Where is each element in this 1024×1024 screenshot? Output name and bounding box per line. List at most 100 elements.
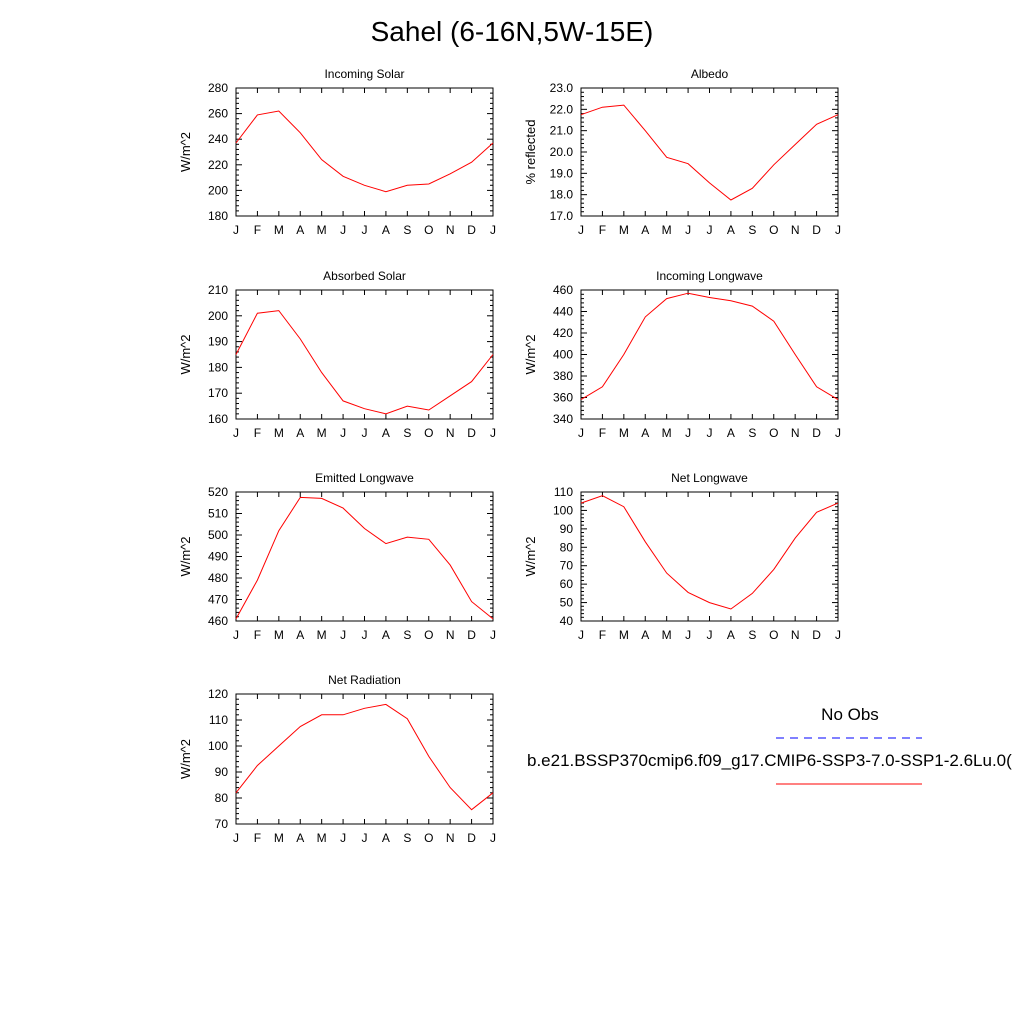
x-tick-label: A xyxy=(727,426,735,440)
y-tick-label: 180 xyxy=(208,360,228,374)
y-tick-label: 460 xyxy=(553,283,573,297)
x-tick-label: O xyxy=(424,831,433,845)
y-tick-label: 460 xyxy=(208,614,228,628)
x-tick-label: J xyxy=(340,831,346,845)
x-tick-label: M xyxy=(317,223,327,237)
plot-frame xyxy=(235,289,494,420)
x-tick-label: M xyxy=(662,223,672,237)
x-tick-label: J xyxy=(835,426,841,440)
y-axis-label: W/m^2 xyxy=(523,536,538,576)
x-tick-label: O xyxy=(769,223,778,237)
x-tick-label: F xyxy=(599,628,606,642)
x-tick-label: O xyxy=(424,628,433,642)
x-tick-label: A xyxy=(382,223,390,237)
x-tick-label: J xyxy=(362,223,368,237)
series-line xyxy=(580,495,839,610)
legend-model-label: b.e21.BSSP370cmip6.f09_g17.CMIP6-SSP3-7.… xyxy=(527,751,1012,770)
x-tick-label: D xyxy=(812,628,821,642)
y-tick-label: 170 xyxy=(208,386,228,400)
y-tick-label: 80 xyxy=(560,540,574,554)
panel-title: Absorbed Solar xyxy=(323,269,406,283)
x-tick-label: F xyxy=(254,628,261,642)
x-tick-label: J xyxy=(340,223,346,237)
y-tick-label: 80 xyxy=(215,791,229,805)
x-tick-label: A xyxy=(382,426,390,440)
panel-title: Net Radiation xyxy=(328,673,401,687)
x-tick-label: M xyxy=(274,426,284,440)
x-tick-label: J xyxy=(707,223,713,237)
y-tick-label: 240 xyxy=(208,132,228,146)
y-tick-label: 20.0 xyxy=(550,145,574,159)
series-line xyxy=(235,110,494,193)
x-tick-label: A xyxy=(641,426,649,440)
x-tick-label: J xyxy=(362,426,368,440)
x-tick-label: A xyxy=(296,831,304,845)
x-tick-label: J xyxy=(340,628,346,642)
x-tick-label: A xyxy=(382,628,390,642)
plot-frame xyxy=(580,289,839,420)
x-tick-label: A xyxy=(382,831,390,845)
x-tick-label: S xyxy=(748,426,756,440)
legend-lines xyxy=(776,737,922,785)
y-tick-label: 90 xyxy=(215,765,229,779)
y-tick-label: 90 xyxy=(560,522,574,536)
y-tick-label: 120 xyxy=(208,687,228,701)
y-tick-label: 70 xyxy=(215,817,229,831)
y-tick-label: 60 xyxy=(560,577,574,591)
plot-frame xyxy=(235,693,494,825)
y-tick-label: 470 xyxy=(208,593,228,607)
panel-title: Emitted Longwave xyxy=(315,471,414,485)
y-tick-label: 200 xyxy=(208,309,228,323)
x-tick-label: J xyxy=(490,628,496,642)
x-tick-label: J xyxy=(233,831,239,845)
x-tick-label: J xyxy=(490,223,496,237)
y-tick-label: 18.0 xyxy=(550,188,574,202)
x-tick-label: D xyxy=(467,628,476,642)
x-tick-label: F xyxy=(254,223,261,237)
x-tick-label: J xyxy=(233,223,239,237)
y-tick-label: 19.0 xyxy=(550,166,574,180)
panel-title: Net Longwave xyxy=(671,471,748,485)
x-tick-label: M xyxy=(662,628,672,642)
series-line xyxy=(580,104,839,201)
x-tick-label: J xyxy=(233,628,239,642)
x-tick-label: M xyxy=(619,628,629,642)
x-tick-label: N xyxy=(791,426,800,440)
x-tick-label: M xyxy=(274,628,284,642)
x-tick-label: N xyxy=(446,426,455,440)
x-tick-label: S xyxy=(403,628,411,642)
x-tick-label: A xyxy=(296,628,304,642)
y-tick-label: 17.0 xyxy=(550,209,574,223)
x-tick-label: O xyxy=(769,628,778,642)
x-tick-label: J xyxy=(685,426,691,440)
chart-panel-4: J F M A M J J A S O N D J340360380400420440460Incomi… xyxy=(523,269,841,440)
y-tick-label: 22.0 xyxy=(550,102,574,116)
x-tick-label: J xyxy=(233,426,239,440)
x-tick-label: S xyxy=(403,223,411,237)
x-tick-label: M xyxy=(662,426,672,440)
panel-title: Incoming Longwave xyxy=(656,269,763,283)
x-tick-label: F xyxy=(254,831,261,845)
x-tick-label: J xyxy=(490,831,496,845)
x-tick-label: D xyxy=(812,426,821,440)
legend-obs-label: No Obs xyxy=(821,705,879,724)
x-tick-label: J xyxy=(685,628,691,642)
x-tick-label: M xyxy=(317,426,327,440)
x-tick-label: N xyxy=(446,628,455,642)
series-line xyxy=(580,292,839,401)
x-tick-label: O xyxy=(424,223,433,237)
y-tick-label: 260 xyxy=(208,107,228,121)
y-axis-label: W/m^2 xyxy=(178,739,193,779)
x-tick-label: N xyxy=(446,831,455,845)
plot-frame xyxy=(580,87,839,217)
y-tick-label: 100 xyxy=(208,739,228,753)
x-tick-label: D xyxy=(467,831,476,845)
y-tick-label: 500 xyxy=(208,528,228,542)
y-tick-label: 200 xyxy=(208,183,228,197)
x-tick-label: N xyxy=(446,223,455,237)
x-tick-label: A xyxy=(641,223,649,237)
y-tick-label: 220 xyxy=(208,158,228,172)
y-tick-label: 110 xyxy=(209,713,228,727)
